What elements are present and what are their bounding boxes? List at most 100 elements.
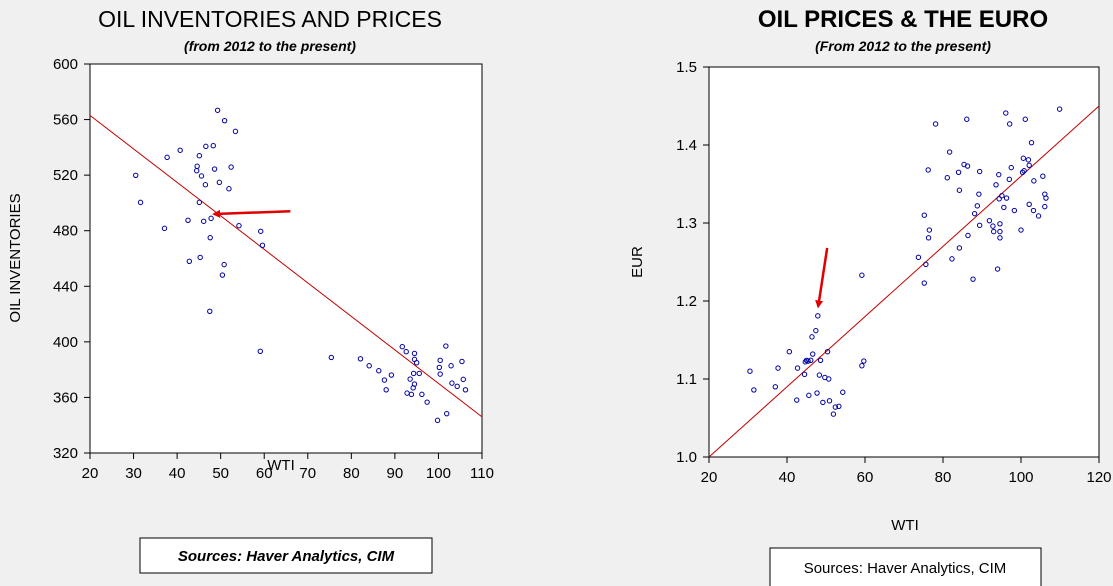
data-point xyxy=(185,217,191,223)
data-point xyxy=(926,227,933,233)
data-point xyxy=(410,370,417,377)
data-point xyxy=(454,383,460,390)
data-point xyxy=(826,376,832,382)
y-tick-label: 1.4 xyxy=(676,137,697,154)
data-point xyxy=(810,351,816,357)
data-point xyxy=(1001,204,1007,211)
y-tick-label: 480 xyxy=(53,223,78,240)
data-point xyxy=(1026,201,1032,207)
y-tick-label: 600 xyxy=(53,56,78,73)
chart-subtitle: (From 2012 to the present) xyxy=(815,38,991,54)
data-point xyxy=(808,357,814,363)
data-point xyxy=(381,377,388,383)
plot-area xyxy=(708,66,1100,458)
data-point xyxy=(747,368,753,374)
data-point xyxy=(434,417,441,424)
inventories-chart: OIL INVENTORIES AND PRICES (from 2012 to… xyxy=(7,6,494,574)
y-tick-label: 400 xyxy=(53,334,78,351)
x-tick-label: 100 xyxy=(426,465,451,482)
data-point xyxy=(815,313,821,319)
data-point xyxy=(436,364,443,371)
data-point xyxy=(448,363,454,369)
data-point xyxy=(794,365,801,371)
data-point xyxy=(1042,203,1048,210)
data-point xyxy=(460,376,466,383)
x-tick-label: 40 xyxy=(169,465,186,482)
data-point xyxy=(133,172,139,178)
data-point xyxy=(925,167,931,173)
y-tick-label: 1.2 xyxy=(676,293,697,310)
data-point xyxy=(826,398,833,404)
regression-line xyxy=(708,105,1100,458)
annotation-arrow xyxy=(815,247,829,309)
data-point xyxy=(366,363,372,369)
x-tick-label: 60 xyxy=(256,465,273,482)
data-point xyxy=(226,186,232,192)
data-point xyxy=(416,370,422,377)
data-point xyxy=(413,359,420,366)
y-axis-label: OIL INVENTORIES xyxy=(7,193,24,322)
data-point xyxy=(915,254,922,261)
data-point xyxy=(991,228,997,235)
data-point xyxy=(137,199,144,206)
data-point xyxy=(411,350,418,357)
data-point xyxy=(999,193,1005,199)
data-point xyxy=(210,142,216,149)
data-point xyxy=(403,349,409,355)
data-point xyxy=(996,171,1002,178)
data-point xyxy=(859,272,865,278)
data-point xyxy=(1021,168,1027,174)
data-point xyxy=(806,392,812,399)
data-point xyxy=(794,397,800,403)
data-point xyxy=(211,166,218,172)
data-point xyxy=(964,163,971,169)
data-point xyxy=(186,258,193,264)
data-point xyxy=(1035,213,1042,219)
x-axis-label: WTI xyxy=(267,457,295,474)
data-point xyxy=(772,384,778,390)
data-point xyxy=(824,349,831,355)
data-point xyxy=(259,242,266,249)
data-point xyxy=(946,149,953,155)
data-point xyxy=(221,117,228,124)
data-point xyxy=(801,371,808,378)
x-tick-label: 20 xyxy=(82,465,99,482)
data-point xyxy=(809,334,815,340)
data-point xyxy=(1026,162,1032,168)
data-point xyxy=(258,228,264,234)
data-point xyxy=(419,391,425,398)
data-point xyxy=(1022,116,1028,122)
x-tick-label: 80 xyxy=(935,469,952,486)
data-point xyxy=(994,266,1001,272)
data-point xyxy=(1040,173,1046,179)
data-point xyxy=(197,254,203,261)
data-point xyxy=(216,179,223,186)
y-tick-label: 1.5 xyxy=(676,59,697,76)
data-point xyxy=(970,276,976,282)
x-tick-label: 50 xyxy=(212,465,229,482)
data-point xyxy=(1003,195,1010,201)
y-tick-label: 1.3 xyxy=(676,215,697,232)
y-tick-label: 440 xyxy=(53,278,78,295)
data-point xyxy=(1043,195,1049,201)
data-point xyxy=(944,175,950,181)
data-point xyxy=(1006,176,1012,183)
data-point xyxy=(202,182,209,188)
data-point xyxy=(203,143,209,150)
data-point xyxy=(956,187,963,193)
data-point xyxy=(200,218,207,224)
data-point xyxy=(207,308,213,314)
data-point xyxy=(236,223,242,229)
y-tick-label: 560 xyxy=(53,112,78,129)
data-point xyxy=(786,349,793,355)
data-point xyxy=(214,107,221,113)
y-tick-label: 520 xyxy=(53,167,78,184)
data-point xyxy=(990,223,996,229)
data-point xyxy=(228,164,234,170)
data-point xyxy=(971,210,978,217)
y-tick-label: 320 xyxy=(53,445,78,462)
source-note: Sources: Haver Analytics, CIM xyxy=(804,560,1007,577)
data-point xyxy=(449,380,455,386)
data-point xyxy=(1030,207,1037,214)
data-point xyxy=(328,354,334,361)
